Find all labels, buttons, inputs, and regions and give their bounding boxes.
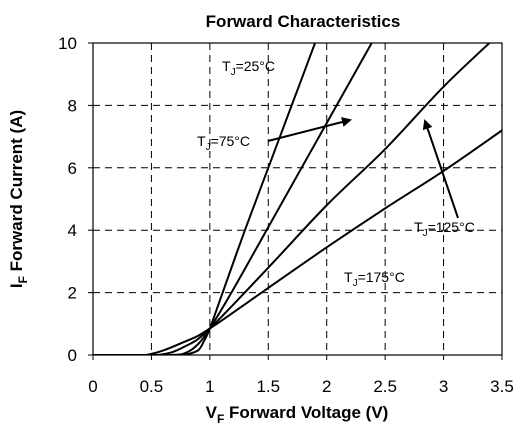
x-tick-label: 3 bbox=[439, 377, 448, 396]
x-tick-label: 2 bbox=[322, 377, 331, 396]
x-tick-label: 0.5 bbox=[140, 377, 164, 396]
series-line-1 bbox=[93, 43, 373, 355]
y-tick-label: 2 bbox=[68, 284, 77, 303]
series-line-3 bbox=[93, 129, 502, 355]
y-tick-label: 0 bbox=[68, 346, 77, 365]
x-tick-label: 0 bbox=[88, 377, 97, 396]
y-axis-title: IF Forward Current (A) bbox=[7, 110, 30, 288]
arrow-tj-125 bbox=[422, 119, 459, 219]
x-tick-label: 3.5 bbox=[490, 377, 514, 396]
plot-frame bbox=[92, 42, 503, 356]
label-tj-125: TJ=125°C bbox=[414, 219, 475, 239]
x-axis-title: VF Forward Voltage (V) bbox=[206, 403, 389, 426]
grid-lines bbox=[93, 43, 502, 355]
series-line-2 bbox=[93, 43, 491, 355]
x-tick-label: 1.5 bbox=[256, 377, 280, 396]
x-tick-label: 2.5 bbox=[373, 377, 397, 396]
series-labels: TJ=25°C TJ=75°C TJ=125°C TJ=175°C bbox=[197, 58, 475, 289]
label-tj-175: TJ=175°C bbox=[344, 269, 405, 289]
axis-ticks: 0 0.5 1 1.5 2 2.5 3 3.5 0 2 4 6 8 10 bbox=[58, 34, 514, 396]
y-tick-label: 8 bbox=[68, 96, 77, 115]
series-curves bbox=[93, 43, 502, 355]
y-tick-label: 10 bbox=[58, 34, 77, 53]
y-tick-label: 4 bbox=[68, 221, 77, 240]
arrow-tj-75 bbox=[267, 117, 352, 142]
label-tj-25: TJ=25°C bbox=[222, 58, 275, 78]
y-tick-label: 6 bbox=[68, 159, 77, 178]
label-tj-75: TJ=75°C bbox=[197, 133, 250, 153]
chart-title: Forward Characteristics bbox=[206, 12, 401, 31]
x-tick-label: 1 bbox=[205, 377, 214, 396]
